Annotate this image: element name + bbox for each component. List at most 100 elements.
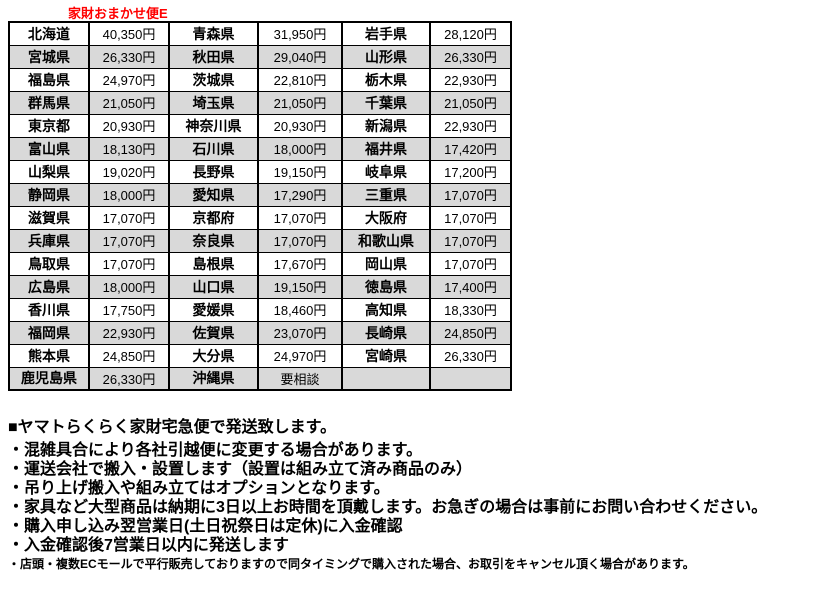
prefecture-cell: 岡山県 — [341, 251, 431, 276]
prefecture-cell: 愛媛県 — [168, 297, 259, 322]
cancellation-note: ・店頭・複数ECモールで平行販売しておりますので同タイミングで購入された場合、お… — [8, 557, 695, 571]
prefecture-cell: 福岡県 — [8, 320, 90, 345]
prefecture-cell: 神奈川県 — [168, 113, 259, 138]
prefecture-cell: 新潟県 — [341, 113, 431, 138]
prefecture-cell: 千葉県 — [341, 90, 431, 115]
price-cell: 21,050円 — [429, 90, 512, 115]
price-cell: 22,930円 — [429, 113, 512, 138]
price-cell: 21,050円 — [88, 90, 170, 115]
price-cell: 20,930円 — [257, 113, 343, 138]
price-cell: 18,000円 — [88, 274, 170, 299]
table-row: 滋賀県 17,070円 京都府 17,070円 大阪府 17,070円 — [8, 205, 512, 230]
prefecture-cell: 長野県 — [168, 159, 259, 184]
price-cell: 19,020円 — [88, 159, 170, 184]
price-cell: 24,970円 — [88, 67, 170, 92]
price-cell: 26,330円 — [88, 44, 170, 69]
price-cell: 17,400円 — [429, 274, 512, 299]
price-cell: 17,070円 — [429, 251, 512, 276]
price-cell: 40,350円 — [88, 21, 170, 46]
price-cell: 20,930円 — [88, 113, 170, 138]
price-cell: 17,670円 — [257, 251, 343, 276]
table-row: 東京都 20,930円 神奈川県 20,930円 新潟県 22,930円 — [8, 113, 512, 138]
note-item: ・混雑具合により各社引越便に変更する場合があります。 — [8, 442, 423, 459]
prefecture-cell: 埼玉県 — [168, 90, 259, 115]
prefecture-cell: 福井県 — [341, 136, 431, 161]
table-row: 香川県 17,750円 愛媛県 18,460円 高知県 18,330円 — [8, 297, 512, 322]
prefecture-cell: 長崎県 — [341, 320, 431, 345]
prefecture-cell: 山形県 — [341, 44, 431, 69]
table-row: 静岡県 18,000円 愛知県 17,290円 三重県 17,070円 — [8, 182, 512, 207]
prefecture-cell: 富山県 — [8, 136, 90, 161]
price-cell: 17,070円 — [429, 205, 512, 230]
price-cell: 18,000円 — [88, 182, 170, 207]
prefecture-cell: 愛知県 — [168, 182, 259, 207]
price-cell: 22,930円 — [88, 320, 170, 345]
prefecture-cell: 栃木県 — [341, 67, 431, 92]
note-item: ・運送会社で搬入・設置します（設置は組み立て済み商品のみ） — [8, 461, 473, 478]
price-cell: 17,070円 — [88, 205, 170, 230]
prefecture-cell: 宮城県 — [8, 44, 90, 69]
prefecture-cell: 三重県 — [341, 182, 431, 207]
price-cell: 18,130円 — [88, 136, 170, 161]
prefecture-cell: 沖縄県 — [168, 366, 259, 391]
prefecture-cell: 滋賀県 — [8, 205, 90, 230]
price-cell: 28,120円 — [429, 21, 512, 46]
prefecture-cell: 京都府 — [168, 205, 259, 230]
price-cell: 17,070円 — [88, 228, 170, 253]
prefecture-cell: 北海道 — [8, 21, 90, 46]
prefecture-cell: 茨城県 — [168, 67, 259, 92]
table-row: 福島県 24,970円 茨城県 22,810円 栃木県 22,930円 — [8, 67, 512, 92]
notes-list: ・混雑具合により各社引越便に変更する場合があります。・運送会社で搬入・設置します… — [8, 441, 767, 555]
table-row: 北海道 40,350円 青森県 31,950円 岩手県 28,120円 — [8, 21, 512, 46]
note-item: ・吊り上げ搬入や組み立てはオプションとなります。 — [8, 480, 390, 497]
price-cell: 24,850円 — [429, 320, 512, 345]
price-cell: 26,330円 — [88, 366, 170, 391]
price-cell: 31,950円 — [257, 21, 343, 46]
price-cell: 24,970円 — [257, 343, 343, 368]
price-cell: 17,070円 — [429, 182, 512, 207]
prefecture-cell: 静岡県 — [8, 182, 90, 207]
shipping-fee-table: 北海道 40,350円 青森県 31,950円 岩手県 28,120円 宮城県 26,330円… — [8, 21, 512, 391]
price-cell: 17,420円 — [429, 136, 512, 161]
price-cell: 21,050円 — [257, 90, 343, 115]
price-cell: 18,330円 — [429, 297, 512, 322]
price-cell: 29,040円 — [257, 44, 343, 69]
table-row: 宮城県 26,330円 秋田県 29,040円 山形県 26,330円 — [8, 44, 512, 69]
table-row: 兵庫県 17,070円 奈良県 17,070円 和歌山県 17,070円 — [8, 228, 512, 253]
price-cell: 19,150円 — [257, 159, 343, 184]
table-row: 鹿児島県 26,330円 沖縄県 要相談 — [8, 366, 512, 391]
prefecture-cell: 和歌山県 — [341, 228, 431, 253]
prefecture-cell — [341, 366, 431, 391]
prefecture-cell: 香川県 — [8, 297, 90, 322]
prefecture-cell: 東京都 — [8, 113, 90, 138]
price-cell: 18,000円 — [257, 136, 343, 161]
prefecture-cell: 兵庫県 — [8, 228, 90, 253]
prefecture-cell: 山口県 — [168, 274, 259, 299]
table-row: 山梨県 19,020円 長野県 19,150円 岐阜県 17,200円 — [8, 159, 512, 184]
prefecture-cell: 宮崎県 — [341, 343, 431, 368]
table-row: 熊本県 24,850円 大分県 24,970円 宮崎県 26,330円 — [8, 343, 512, 368]
prefecture-cell: 島根県 — [168, 251, 259, 276]
prefecture-cell: 鹿児島県 — [8, 366, 90, 391]
table-row: 広島県 18,000円 山口県 19,150円 徳島県 17,400円 — [8, 274, 512, 299]
prefecture-cell: 岩手県 — [341, 21, 431, 46]
prefecture-cell: 群馬県 — [8, 90, 90, 115]
price-cell: 17,750円 — [88, 297, 170, 322]
price-cell: 17,200円 — [429, 159, 512, 184]
prefecture-cell: 福島県 — [8, 67, 90, 92]
price-cell: 17,070円 — [429, 228, 512, 253]
table-row: 富山県 18,130円 石川県 18,000円 福井県 17,420円 — [8, 136, 512, 161]
prefecture-cell: 山梨県 — [8, 159, 90, 184]
prefecture-cell: 広島県 — [8, 274, 90, 299]
price-cell: 24,850円 — [88, 343, 170, 368]
page-title: 家財おまかせ便E — [68, 6, 168, 21]
price-cell: 22,930円 — [429, 67, 512, 92]
price-cell: 26,330円 — [429, 44, 512, 69]
note-item: ・入金確認後7営業日以内に発送します — [8, 537, 289, 554]
prefecture-cell: 大分県 — [168, 343, 259, 368]
price-cell: 17,290円 — [257, 182, 343, 207]
price-cell: 17,070円 — [88, 251, 170, 276]
prefecture-cell: 奈良県 — [168, 228, 259, 253]
table-row: 福岡県 22,930円 佐賀県 23,070円 長崎県 24,850円 — [8, 320, 512, 345]
